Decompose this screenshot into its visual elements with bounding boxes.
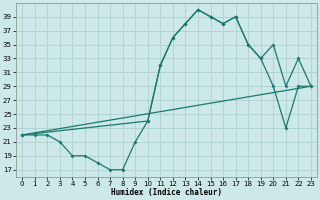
X-axis label: Humidex (Indice chaleur): Humidex (Indice chaleur) [111,188,222,197]
